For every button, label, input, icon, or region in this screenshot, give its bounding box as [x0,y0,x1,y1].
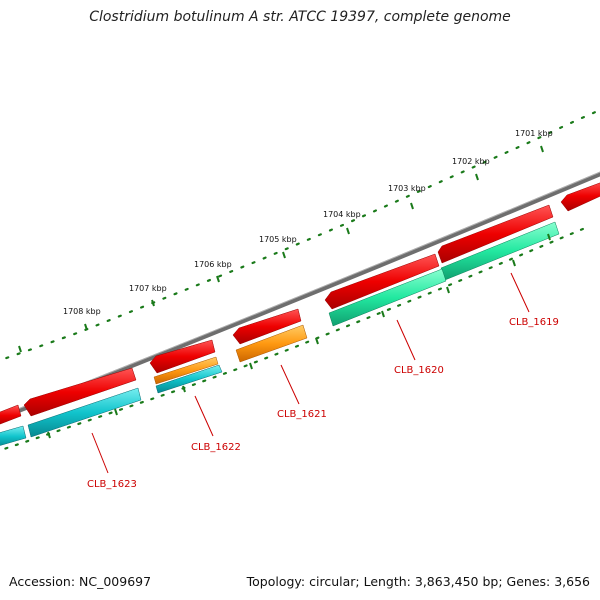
feature-forward [560,182,600,212]
scale-label: 1704 kbp [323,210,361,219]
scale-label: 1707 kbp [129,284,167,293]
scale-label: 1701 kbp [515,129,553,138]
gene-label-clb-1623: CLB_1623 [87,479,137,490]
gene-labels: CLB_1619 CLB_1620 CLB_1621 CLB_1622 CLB_… [87,317,559,490]
gene-callouts [91,272,530,474]
gene-label-clb-1619: CLB_1619 [509,317,559,328]
feature-forward [437,204,554,264]
accession-text: Accession: NC_009697 [9,574,152,589]
gene-label-clb-1621: CLB_1621 [277,409,327,420]
cds-clb-1620 [328,268,447,327]
cds-clb-1622-b [155,364,223,394]
genome-title: Clostridium botulinum A str. ATCC 19397,… [89,9,511,25]
gene-label-clb-1622: CLB_1622 [191,442,241,453]
feature-forward [23,367,137,417]
feature-forward [149,339,216,374]
genome-summary-text: Topology: circular; Length: 3,863,450 bp… [246,574,590,589]
scale-labels: 1701 kbp 1702 kbp 1703 kbp 1704 kbp 1705… [63,129,553,316]
scale-label: 1702 kbp [452,157,490,166]
forward-features [0,182,600,425]
scale-ticks-inner [47,233,551,439]
scale-label: 1706 kbp [194,260,232,269]
scale-ticks-outer [18,145,544,353]
cds-clb-1623 [27,387,142,438]
scale-label: 1705 kbp [259,235,297,244]
scale-label: 1708 kbp [63,307,101,316]
gene-label-clb-1620: CLB_1620 [394,365,444,376]
cds-features [0,221,560,446]
scale-track-inner [0,224,592,452]
feature-forward [0,404,22,425]
feature-forward [324,253,440,310]
cds-left-edge [0,425,27,446]
cds-clb-1621 [235,324,308,363]
feature-forward [232,308,302,345]
scale-label: 1703 kbp [388,184,426,193]
cds-clb-1622-a [153,356,219,385]
